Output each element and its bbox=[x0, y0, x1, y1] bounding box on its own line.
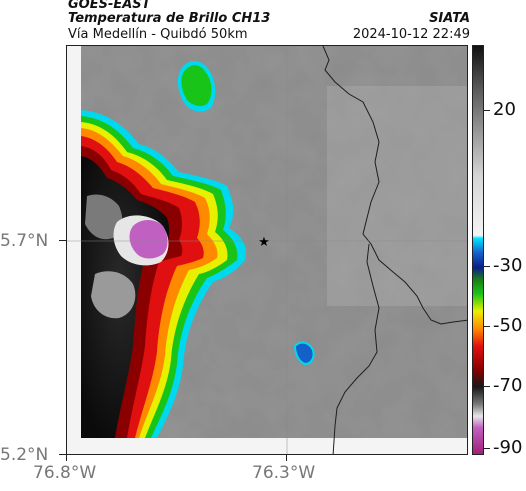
map-canvas: ★ bbox=[67, 46, 467, 454]
colorbar-tick bbox=[484, 110, 490, 111]
colorbar-label-20: 20 bbox=[493, 99, 516, 120]
x-tick bbox=[286, 455, 287, 461]
area-subtitle: Vía Medellín - Quibdó 50km bbox=[68, 27, 248, 42]
core-gray-patch-1 bbox=[85, 194, 123, 240]
isolated-cell-south-rim bbox=[293, 341, 315, 366]
coldest-cell bbox=[129, 220, 168, 259]
colorbar-label-neg90: -90 bbox=[493, 437, 523, 458]
y-tick bbox=[59, 240, 66, 241]
colorbar-tick bbox=[484, 448, 490, 449]
isolated-cell-north bbox=[181, 65, 212, 107]
y-tick bbox=[59, 454, 66, 455]
x-tick bbox=[66, 455, 67, 461]
colorbar-label-neg50: -50 bbox=[493, 315, 523, 336]
core-gray-patch-2 bbox=[91, 271, 136, 319]
colorbar-label-neg70: -70 bbox=[493, 375, 523, 396]
satellite-title: GOES-EAST bbox=[68, 0, 151, 12]
department-boundary-south bbox=[332, 243, 380, 454]
colorbar bbox=[472, 45, 484, 455]
colorbar-label-neg30: -30 bbox=[493, 255, 523, 276]
department-boundary bbox=[322, 46, 467, 325]
timestamp-label: 2024-10-12 22:49 bbox=[352, 27, 470, 42]
x-tick-label-76.8W: 76.8°W bbox=[33, 463, 97, 483]
product-title: Temperatura de Brillo CH13 bbox=[68, 11, 271, 26]
colorbar-tick bbox=[484, 326, 490, 327]
y-tick-label-5.2N: 5.2°N bbox=[0, 445, 49, 465]
colorbar-tick bbox=[484, 386, 490, 387]
satellite-map[interactable]: ★ bbox=[66, 45, 468, 455]
cloud-highlight-east bbox=[327, 86, 467, 306]
star-icon: ★ bbox=[258, 235, 270, 250]
y-tick-label-5.7N: 5.7°N bbox=[0, 231, 49, 251]
colorbar-tick bbox=[484, 266, 490, 267]
x-tick-label-76.3W: 76.3°W bbox=[252, 463, 316, 483]
organization-label: SIATA bbox=[429, 11, 470, 26]
